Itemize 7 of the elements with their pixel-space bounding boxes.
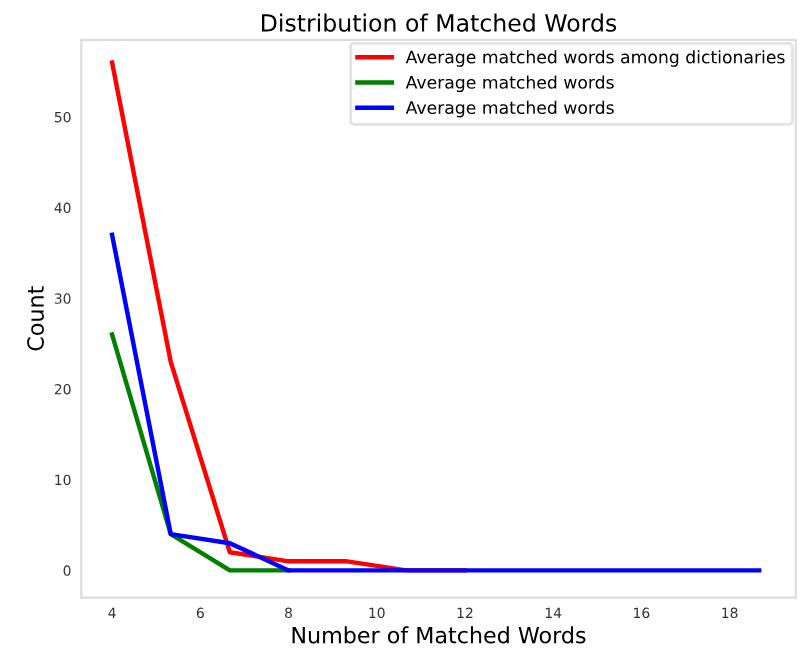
x-axis-title: Number of Matched Words [292, 626, 586, 644]
line-series [109, 232, 762, 573]
legend-label: Average matched words among dictionaries [405, 50, 785, 67]
legend-label: Average matched words [405, 100, 614, 118]
legend-label: Average matched words [405, 75, 614, 93]
y-axis-title: Count [27, 286, 44, 351]
chart-title: Distribution of Matched Words [262, 13, 617, 32]
